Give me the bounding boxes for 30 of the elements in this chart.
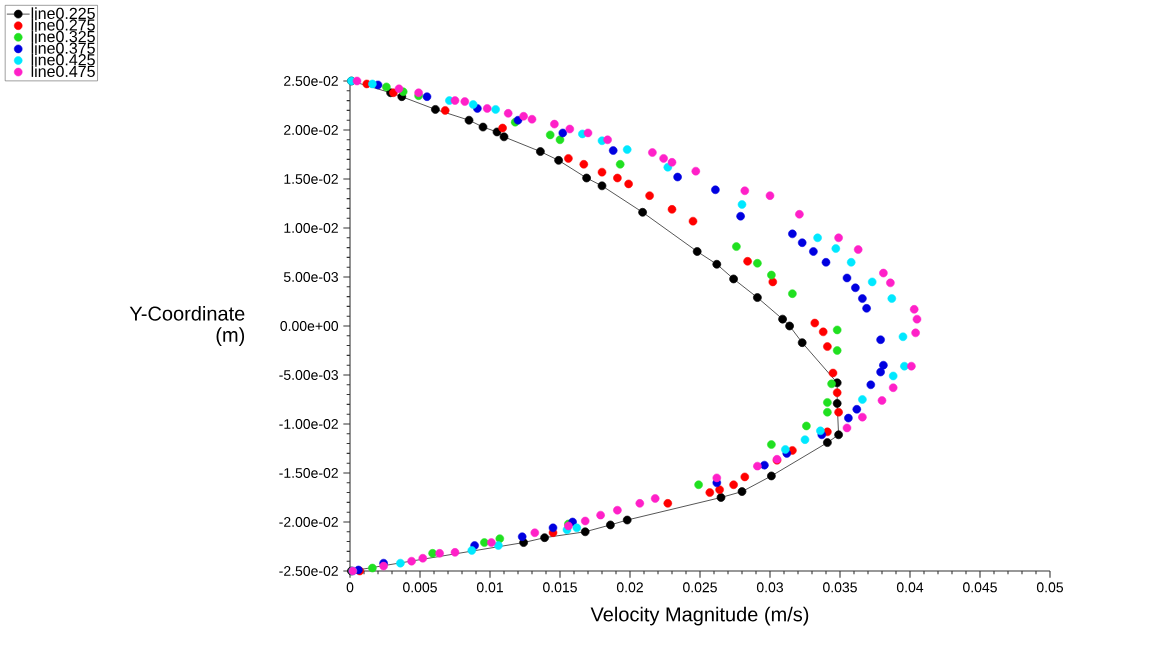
x-tick-label: 0.035	[823, 582, 857, 593]
y-tick-label: 2.50e-02	[284, 76, 338, 86]
y-tick-label: 0.00e+00	[280, 321, 339, 331]
y-tick-label: -1.50e-02	[279, 468, 338, 478]
legend-label: line0.225	[31, 7, 95, 20]
legend-label: line0.275	[31, 18, 95, 31]
legend-label: line0.425	[31, 53, 95, 66]
x-tick-label: 0.015	[543, 582, 577, 593]
x-axis-title: Velocity Magnitude (m/s)	[590, 606, 809, 626]
y-tick-label: 1.50e-02	[284, 174, 338, 184]
x-tick-label: 0	[346, 582, 354, 593]
x-tick-label: 0.025	[683, 582, 717, 593]
x-tick-label: 0.01	[476, 582, 503, 593]
legend-label: line0.375	[31, 42, 95, 54]
x-tick-label: 0.005	[403, 582, 437, 593]
x-tick-label: 0.04	[896, 582, 924, 593]
x-tick-label: 0.045	[963, 582, 997, 593]
y-tick-label: -1.00e-02	[279, 419, 338, 429]
y-tick-label: -5.00e-03	[279, 370, 338, 380]
y-tick-label: -2.50e-02	[279, 566, 338, 576]
y-tick-label: -2.00e-02	[279, 517, 338, 527]
legend-label: line0.325	[31, 30, 95, 43]
y-axis-title: Y-Coordinate (m)	[129, 306, 245, 346]
y-tick-label: 2.00e-02	[284, 125, 338, 135]
legend-label: line0.475	[31, 65, 95, 78]
x-tick-label: 0.05	[1036, 582, 1064, 593]
x-tick-label: 0.02	[616, 582, 643, 593]
y-tick-label: 5.00e-03	[283, 272, 338, 282]
y-tick-label: 1.00e-02	[284, 223, 338, 233]
x-tick-label: 0.03	[756, 582, 784, 593]
